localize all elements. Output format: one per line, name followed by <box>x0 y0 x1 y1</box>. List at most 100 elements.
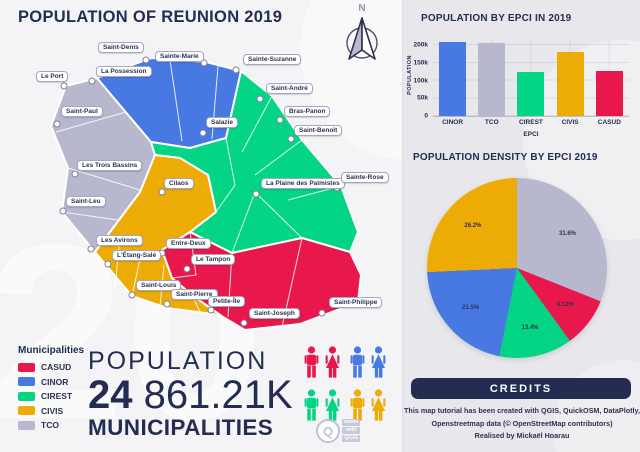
map-marker-dot <box>207 306 215 314</box>
map-marker-dot <box>87 245 95 253</box>
qgis-badge-text: made with QGIS <box>342 419 361 443</box>
compass-north-label: N <box>358 3 366 14</box>
pie-slice-label-tco: 31.6% <box>558 230 577 237</box>
map-label: Salazie <box>206 117 239 128</box>
man-woman-icon <box>304 346 340 378</box>
legend-item: TCO <box>18 418 84 433</box>
bar-ytick-label: 150k <box>413 59 428 67</box>
map-marker-dot <box>142 56 150 64</box>
map-marker-dot <box>71 170 79 178</box>
credits-button[interactable]: CREDITS <box>411 378 631 399</box>
population-total: 861.21K <box>143 373 293 418</box>
map-marker-dot <box>158 188 166 196</box>
municipality-borders <box>55 59 342 328</box>
people-pictograms <box>302 346 392 430</box>
bar-category-label: CINOR <box>442 119 464 126</box>
bar-chart-xlabels: CINOR TCO CIREST CIVIS CASUD <box>433 119 629 126</box>
bar-tco <box>478 42 506 116</box>
legend-item: CINOR <box>18 375 84 390</box>
people-pair <box>348 346 392 387</box>
pie-slice-label-casud: 9.12% <box>556 302 574 309</box>
map-label: Saint-André <box>266 83 313 94</box>
legend-title: Municipalities <box>18 345 85 356</box>
map-label: Saint-Joseph <box>249 308 300 319</box>
people-pair <box>302 389 346 430</box>
legend-swatch <box>18 377 35 387</box>
map-marker-dot <box>60 82 68 90</box>
map-label: Bras-Panon <box>284 106 331 117</box>
legend-item: CIREST <box>18 389 84 404</box>
stats-value-line: 24 861.21K <box>88 375 293 415</box>
bar-cinor <box>439 41 467 116</box>
compass: N <box>338 3 386 65</box>
bar-category-label: TCO <box>484 119 499 126</box>
pie-chart-title: POPULATION DENSITY BY EPCI 2019 <box>413 152 598 163</box>
map-marker-dot <box>276 116 284 124</box>
map-label: Saint-Denis <box>98 42 144 53</box>
bar-ytick-label: 0 <box>424 112 428 120</box>
map-marker-dot <box>128 291 136 299</box>
map-marker-dot <box>53 120 61 128</box>
population-stats: POPULATION 24 861.21K MUNICIPALITIES <box>88 348 293 440</box>
map-label: Le Tampon <box>191 254 236 265</box>
north-arrow-icon <box>346 17 378 60</box>
pie-slice-label-cinor: 21.5% <box>462 304 480 311</box>
legend-swatch <box>18 391 35 401</box>
legend-item-label: CINOR <box>41 376 69 387</box>
map-marker-dot <box>59 207 67 215</box>
qgis-badge: Q made with QGIS <box>316 417 370 445</box>
qgis-badge-line: with <box>342 427 361 434</box>
legend-swatch <box>18 406 35 416</box>
pie-chart: 31.6% 9.12% 13.4% 21.5% 26.2% <box>427 178 607 358</box>
map-label: Sainte-Suzanne <box>243 54 302 65</box>
map-marker-dot <box>240 319 248 327</box>
map-label: Saint-Paul <box>61 106 103 117</box>
legend-item: CIVIS <box>18 404 84 419</box>
legend-item-label: CASUD <box>41 362 72 373</box>
map-label: L'Étang-Salé <box>112 250 162 261</box>
legend-item-label: CIVIS <box>41 405 64 416</box>
map-marker-dot <box>318 309 326 317</box>
qgis-badge-line: made <box>342 419 361 426</box>
pie-slice-label-cirest: 13.4% <box>521 324 539 331</box>
map-label: Les Avirons <box>96 235 143 246</box>
bar-chart-yticks: 0 50k 100k 150k 200k <box>403 38 430 120</box>
credits-line: Realised by Mickaël Hoarau <box>474 431 570 440</box>
bar-cirest <box>517 72 545 116</box>
map-label: Saint-Louis <box>136 280 182 291</box>
stats-municipalities-label: MUNICIPALITIES <box>88 415 274 441</box>
man-woman-icon <box>350 346 386 378</box>
pie-slice-label-civis: 26.2% <box>464 222 482 229</box>
municipality-count: 24 <box>88 373 133 418</box>
map-marker-dot <box>252 190 260 198</box>
legend-item: CASUD <box>18 360 84 375</box>
map-label: Entre-Deux <box>166 238 211 249</box>
map-marker-dot <box>163 300 171 308</box>
map-label: Sainte-Rose <box>341 172 389 183</box>
bar-casud <box>595 71 623 116</box>
page-title: POPULATION OF REUNION 2019 <box>18 8 283 26</box>
map-label: Cilaos <box>164 178 194 189</box>
stats-population-label: POPULATION <box>88 347 268 375</box>
map-marker-dot <box>287 135 295 143</box>
credits-line: Openstreetmap data (© OpenStreetMap cont… <box>431 418 613 428</box>
qgis-logo-icon: Q <box>316 419 340 443</box>
map-marker-dot <box>200 59 208 67</box>
bar-category-label: CIVIS <box>561 119 579 126</box>
map-marker-dot <box>183 265 191 273</box>
map-panel: 20 POPULATION OF REUNION 2019 N Saint-De… <box>18 3 392 445</box>
map-marker-dot <box>88 77 96 85</box>
people-pair <box>302 346 346 387</box>
bar-ytick-label: 50k <box>417 94 428 102</box>
bar-civis <box>556 52 584 116</box>
map-marker-dot <box>199 129 207 137</box>
bar-ytick-label: 200k <box>413 41 428 49</box>
bar-chart-xlabel: EPCI <box>523 131 539 138</box>
man-woman-icon <box>304 389 340 421</box>
people-pair <box>348 389 392 430</box>
map-marker-dot <box>256 95 264 103</box>
map-label: La Possession <box>96 66 152 77</box>
municipalities-legend: Municipalities CASUD CINOR CIREST CIVIS TCO <box>18 345 84 433</box>
